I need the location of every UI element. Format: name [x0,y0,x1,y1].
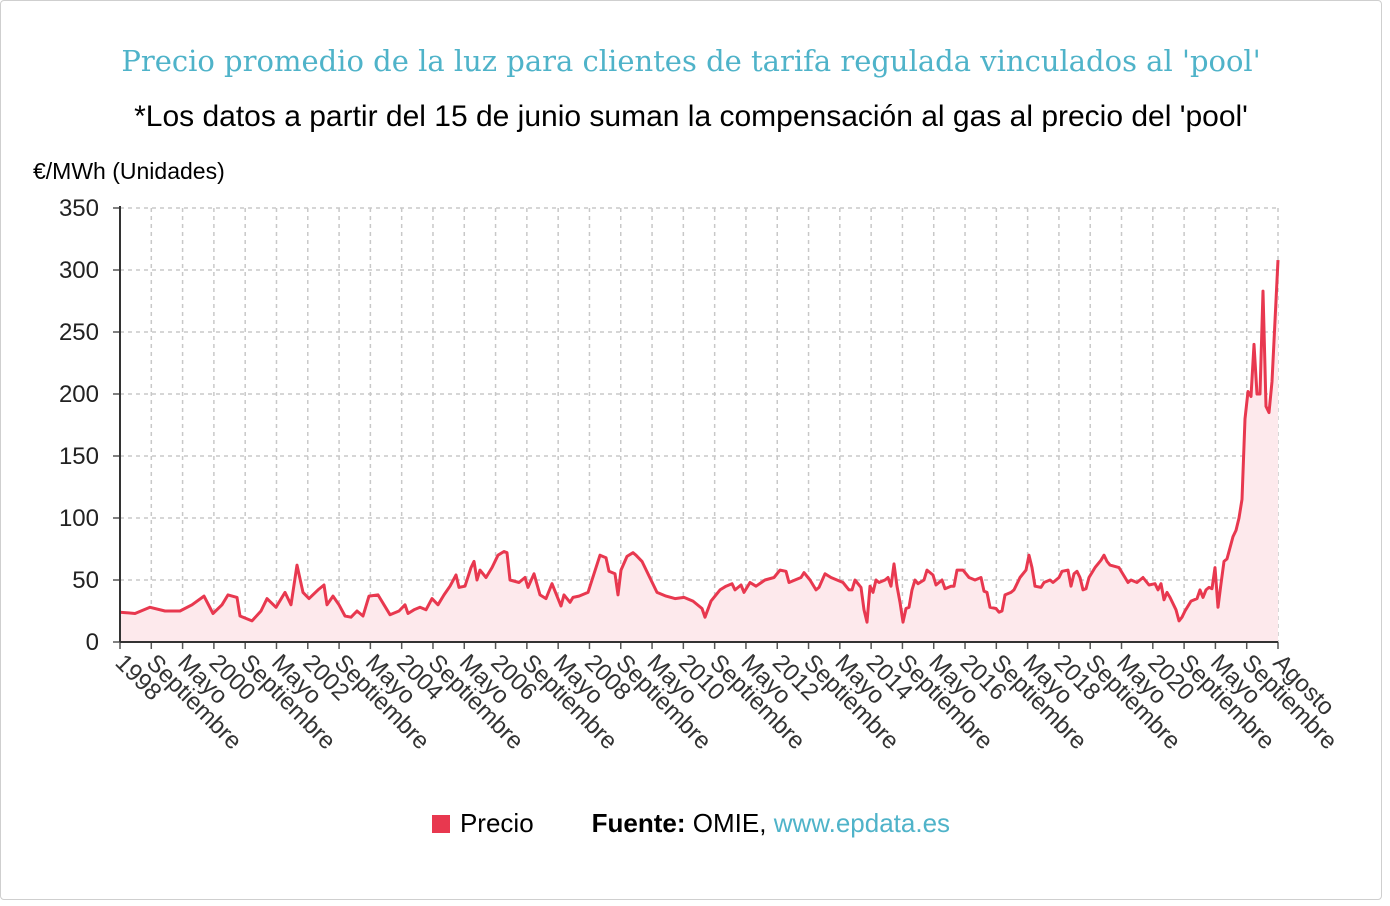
y-tick-label: 100 [59,505,99,532]
source-name: OMIE, [692,808,767,838]
legend-label-precio: Precio [459,808,534,838]
axis-layer [119,206,1278,643]
y-tick-label: 250 [59,319,99,346]
legend: Precio Fuente: OMIE, www.epdata.es [0,808,1382,839]
legend-swatch-precio [431,815,450,833]
y-tick-labels: 0 50 100 150 200 250 300 350 [59,195,99,656]
price-area [120,260,1278,642]
x-tick-labels: 1998SeptiembreMayo2000SeptiembreMayo2002… [110,649,1343,755]
y-tick-label: 0 [86,629,99,656]
grid-layer [113,207,1279,649]
price-line [119,260,1280,624]
y-tick-label: 150 [59,443,99,470]
y-tick-label: 200 [59,381,99,408]
source-link[interactable]: www.epdata.es [773,808,951,838]
chart-title: Precio promedio de la luz para clientes … [121,44,1261,78]
y-tick-label: 350 [59,195,99,222]
y-tick-label: 300 [59,257,99,284]
chart-subtitle: *Los datos a partir del 15 de junio suma… [134,100,1248,133]
source-label: Fuente: [591,808,686,838]
y-axis-unit-label: €/MWh (Unidades) [33,158,225,184]
y-tick-label: 50 [72,567,99,594]
